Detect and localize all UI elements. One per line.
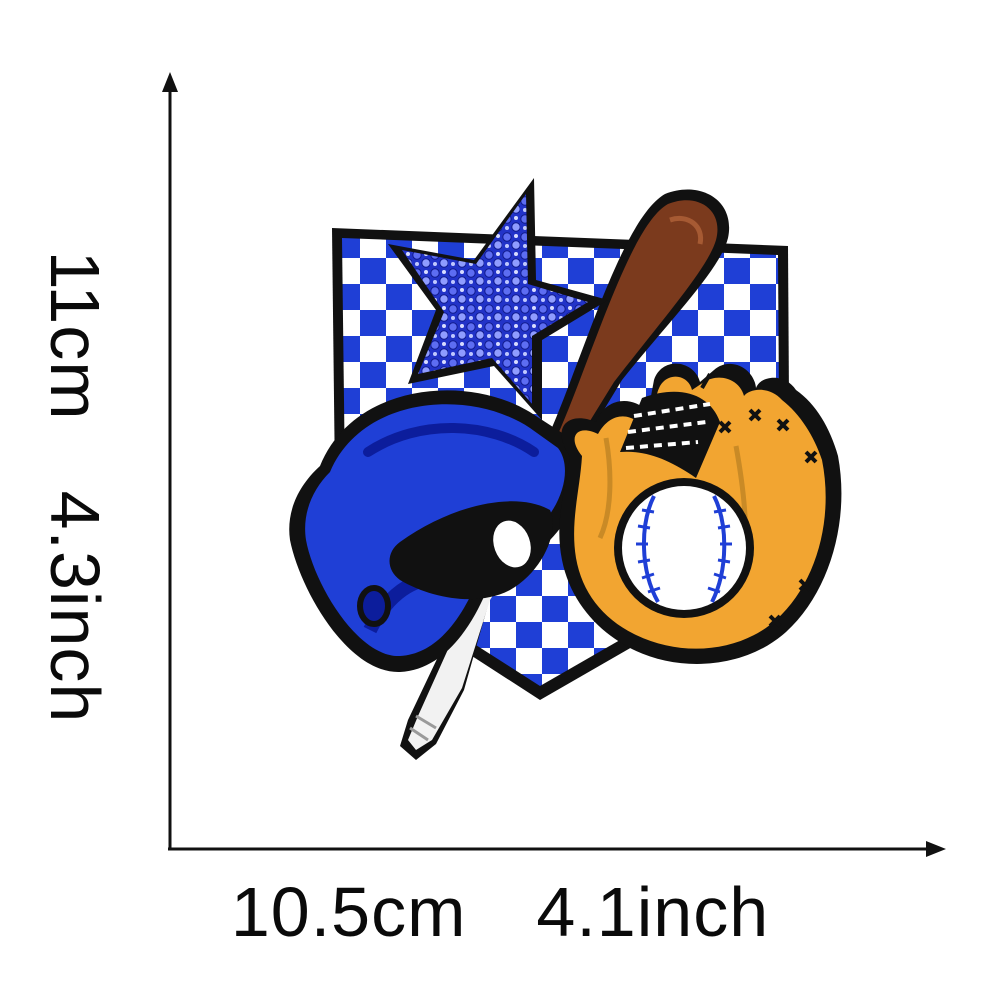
batting-helmet-icon	[289, 390, 581, 673]
width-metric-label: 10.5cm	[230, 873, 467, 951]
sequin-star-icon	[388, 178, 608, 420]
arrow-up-icon	[162, 72, 178, 92]
height-metric-label: 11cm	[36, 250, 114, 421]
arrow-right-icon	[926, 841, 946, 857]
width-imperial-label: 4.1inch	[536, 873, 770, 951]
vertical-axis	[162, 72, 178, 848]
baseball-patch-icon	[289, 178, 842, 761]
width-dimension-label: 10.5cm 4.1inch	[0, 872, 1000, 952]
horizontal-axis	[168, 841, 946, 857]
baseball-icon	[614, 478, 754, 618]
height-imperial-label: 4.3inch	[36, 490, 114, 724]
